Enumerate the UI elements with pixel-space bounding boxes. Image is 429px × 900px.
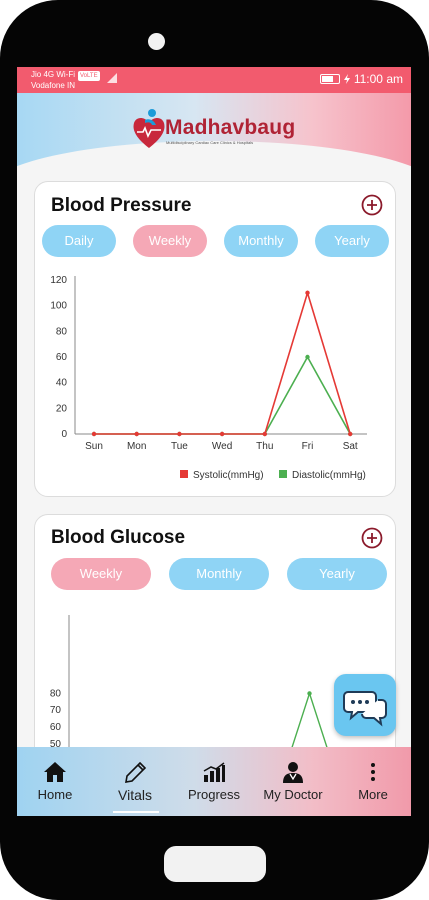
bg-data-point xyxy=(307,691,312,696)
bp-data-point xyxy=(134,431,139,437)
add-blood-pressure-icon[interactable] xyxy=(361,194,383,216)
carrier-line1: Jio 4G Wi-Fi xyxy=(31,70,75,79)
nav-progress[interactable]: Progress xyxy=(174,761,254,802)
nav-home[interactable]: Home xyxy=(17,761,95,802)
bp-series-line xyxy=(94,355,351,435)
app-screen: Jio 4G Wi-Fi VoLTE Vodafone IN 11:00 am xyxy=(17,67,411,816)
nav-more[interactable]: More xyxy=(333,761,411,802)
bp-data-point xyxy=(305,290,310,296)
brand-logo: Madhavbaug Multidisciplinary Cardiac Car… xyxy=(132,106,296,150)
status-time: 11:00 am xyxy=(353,72,403,86)
charging-icon xyxy=(343,74,350,84)
app-header: Madhavbaug Multidisciplinary Cardiac Car… xyxy=(17,93,411,185)
pen-icon xyxy=(125,761,147,783)
status-bar: Jio 4G Wi-Fi VoLTE Vodafone IN 11:00 am xyxy=(17,67,411,93)
bp-y-tick-label: 0 xyxy=(61,429,67,440)
bp-legend-swatch xyxy=(180,470,188,478)
bp-data-point xyxy=(262,431,267,437)
bp-x-tick-label: Thu xyxy=(256,441,273,452)
bar-chart-icon xyxy=(203,762,225,782)
bp-y-tick-label: 40 xyxy=(56,378,68,389)
blood-pressure-title: Blood Pressure xyxy=(51,195,192,216)
blood-glucose-title: Blood Glucose xyxy=(51,527,186,548)
bp-y-tick-label: 20 xyxy=(56,403,68,414)
bg-tab-weekly[interactable]: Weekly xyxy=(51,558,151,590)
chat-fab-button[interactable] xyxy=(334,674,396,736)
network-badge: VoLTE xyxy=(78,71,100,81)
more-vertical-icon xyxy=(371,763,375,781)
bp-x-tick-label: Sat xyxy=(343,441,358,452)
phone-home-button[interactable] xyxy=(164,846,266,882)
brand-tagline: Multidisciplinary Cardiac Care Clinics &… xyxy=(166,140,254,145)
blood-pressure-chart: 0 20 40 60 80 100 120 Sun Mon Tue Wed Thu Fri Sat Syst… xyxy=(50,275,367,481)
bp-x-tick-label: Sun xyxy=(85,441,103,452)
nav-vitals-label: Vitals xyxy=(118,787,152,803)
battery-icon xyxy=(319,74,340,84)
bg-y-tick-label: 80 xyxy=(50,688,62,699)
bp-y-tick-label: 60 xyxy=(56,352,68,363)
chat-bubbles-icon xyxy=(343,691,387,727)
active-tab-indicator xyxy=(113,811,159,813)
front-camera xyxy=(148,33,165,50)
bp-tab-monthly[interactable]: Monthly xyxy=(224,225,298,257)
bp-data-point xyxy=(91,431,97,437)
brand-name: Madhavbaug xyxy=(165,116,296,139)
nav-vitals[interactable]: Vitals xyxy=(95,761,175,803)
bg-y-tick-label: 60 xyxy=(50,722,62,733)
signal-icon xyxy=(107,73,117,83)
nav-my-doctor[interactable]: My Doctor xyxy=(253,761,333,802)
bp-data-point xyxy=(348,431,353,437)
bp-legend-swatch xyxy=(279,470,287,478)
bp-data-point xyxy=(219,431,225,437)
blood-glucose-card: Blood Glucose Weekly Monthly Yearly 1020… xyxy=(34,514,396,816)
carrier-info: Jio 4G Wi-Fi VoLTE Vodafone IN xyxy=(31,70,100,91)
bp-x-tick-label: Wed xyxy=(212,441,232,452)
bp-tab-weekly[interactable]: Weekly xyxy=(133,225,207,257)
status-right: 11:00 am xyxy=(319,72,403,86)
bp-y-tick-label: 100 xyxy=(50,301,67,312)
nav-more-label: More xyxy=(358,787,388,802)
bp-tab-yearly[interactable]: Yearly xyxy=(315,225,389,257)
bp-x-tick-label: Fri xyxy=(302,441,314,452)
bp-y-tick-label: 120 xyxy=(50,275,67,286)
doctor-icon xyxy=(283,762,303,783)
add-blood-glucose-icon[interactable] xyxy=(361,527,383,549)
bp-tab-daily[interactable]: Daily xyxy=(42,225,116,257)
bg-tab-monthly[interactable]: Monthly xyxy=(169,558,269,590)
bp-legend-label: Diastolic(mmHg) xyxy=(292,470,366,481)
bp-data-point xyxy=(305,354,310,360)
blood-pressure-card: Blood Pressure Daily Weekly Monthly Year… xyxy=(34,181,396,497)
bg-y-tick-label: 50 xyxy=(50,739,62,750)
bp-legend-label: Systolic(mmHg) xyxy=(193,470,264,481)
bg-y-tick-label: 70 xyxy=(50,705,62,716)
bp-x-tick-label: Mon xyxy=(127,441,146,452)
carrier-line2: Vodafone IN xyxy=(31,81,76,90)
bp-x-tick-label: Tue xyxy=(171,441,188,452)
nav-progress-label: Progress xyxy=(187,787,241,802)
home-icon xyxy=(44,762,66,782)
bp-data-point xyxy=(177,431,182,437)
heart-logo-icon xyxy=(133,109,165,148)
bottom-nav: Home Vitals Progress My Doctor More xyxy=(17,747,411,816)
nav-home-label: Home xyxy=(37,787,73,802)
bg-tab-yearly[interactable]: Yearly xyxy=(287,558,387,590)
bp-y-tick-label: 80 xyxy=(56,326,68,337)
nav-my-doctor-label: My Doctor xyxy=(263,787,323,802)
